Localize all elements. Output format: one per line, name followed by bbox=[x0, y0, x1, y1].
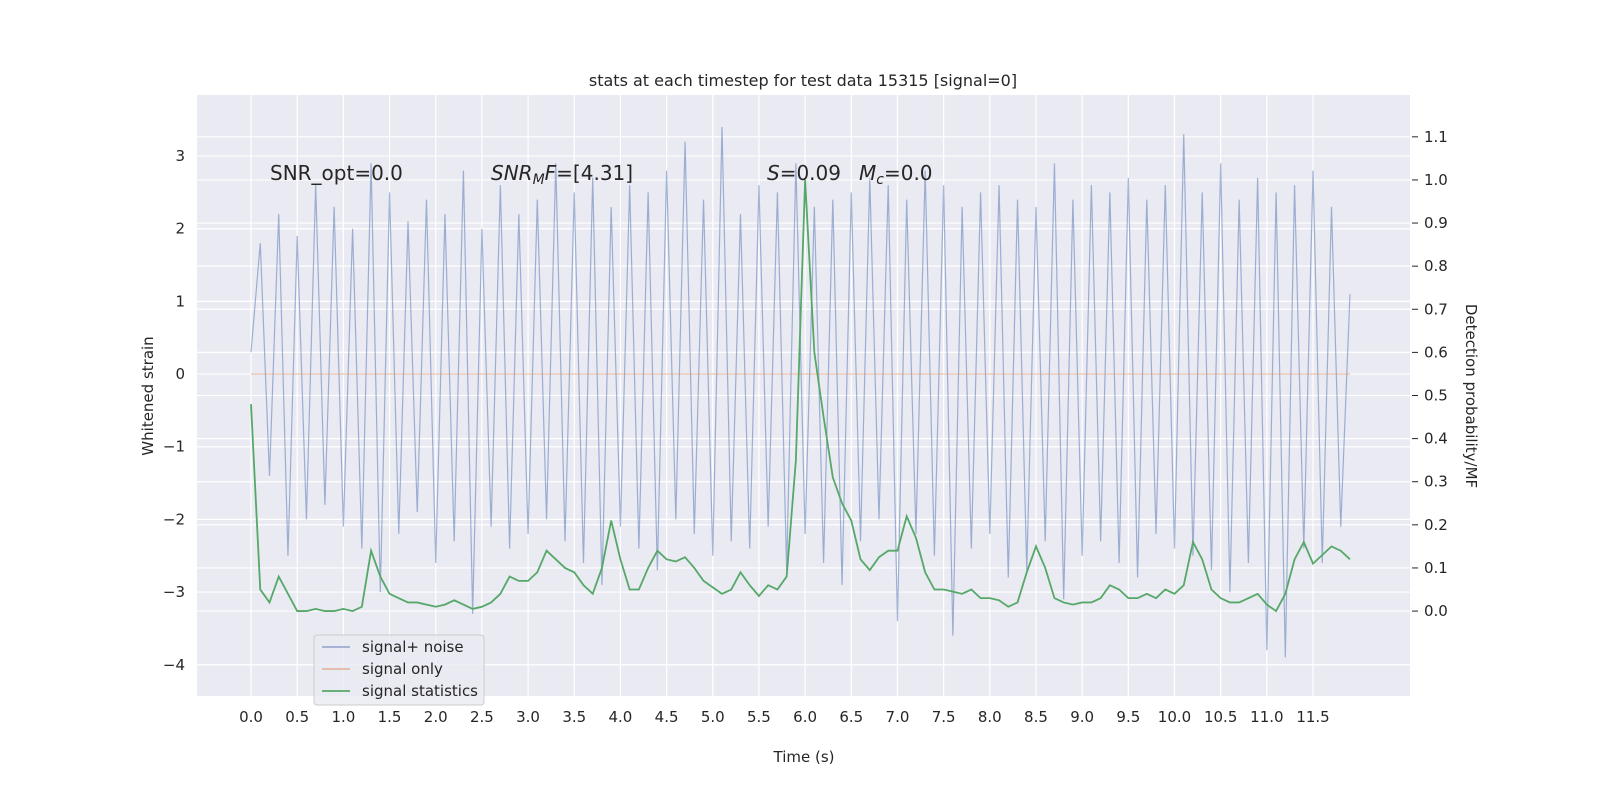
legend-box bbox=[313, 634, 485, 706]
legend-label: signal statistics bbox=[362, 682, 478, 700]
y-tick-label: 2 bbox=[175, 220, 185, 238]
series-line bbox=[250, 179, 1351, 613]
y2-axis-label: Detection probability/MF bbox=[1462, 304, 1480, 488]
y2-tick-label: 0.4 bbox=[1424, 430, 1448, 448]
annotation: SNR_opt=0.0 bbox=[270, 161, 403, 185]
y2-tick-label: 0.7 bbox=[1424, 300, 1448, 318]
y2-tick-label: 0.0 bbox=[1424, 602, 1448, 620]
y-tick-label: −3 bbox=[163, 583, 185, 601]
annotation-part: =0.09 bbox=[780, 161, 841, 185]
y-axis-label: Whitened strain bbox=[139, 336, 157, 455]
x-tick-label: 9.0 bbox=[1070, 708, 1094, 726]
annotation-part: c bbox=[876, 172, 884, 188]
x-tick-label: 11.0 bbox=[1250, 708, 1283, 726]
annotation: S=0.09 bbox=[767, 161, 841, 185]
y2-tick-label: 0.5 bbox=[1424, 387, 1448, 405]
annotation-part: SNR_opt=0.0 bbox=[270, 161, 403, 185]
x-tick-label: 2.0 bbox=[424, 708, 448, 726]
x-tick-label: 1.0 bbox=[331, 708, 355, 726]
y2-tick-label: 0.9 bbox=[1424, 214, 1448, 232]
x-tick-label: 4.5 bbox=[655, 708, 679, 726]
x-tick-label: 1.5 bbox=[378, 708, 402, 726]
y2-tick-label: 0.1 bbox=[1424, 559, 1448, 577]
x-axis-label: Time (s) bbox=[773, 748, 835, 766]
annotation: Mc=0.0 bbox=[859, 161, 933, 188]
x-tick-label: 7.5 bbox=[932, 708, 956, 726]
x-tick-label: 0.0 bbox=[239, 708, 263, 726]
x-tick-label: 10.5 bbox=[1204, 708, 1237, 726]
annotation: SNRMF=[4.31] bbox=[491, 161, 633, 188]
y2-tick-label: 0.2 bbox=[1424, 516, 1448, 534]
x-tick-label: 10.0 bbox=[1158, 708, 1191, 726]
y-tick-label: 0 bbox=[175, 365, 185, 383]
y-tick-label: −1 bbox=[163, 438, 185, 456]
y-tick-label: −2 bbox=[163, 510, 185, 528]
annotation-part: M bbox=[533, 172, 545, 188]
y-tick-label: 3 bbox=[175, 147, 185, 165]
series-line bbox=[250, 126, 1351, 658]
y-tick-label: −4 bbox=[163, 656, 185, 674]
y-tick-label: 1 bbox=[175, 292, 185, 310]
chart-title: stats at each timestep for test data 153… bbox=[589, 71, 1017, 90]
x-tick-label: 7.0 bbox=[886, 708, 910, 726]
y2-tick-label: 1.0 bbox=[1424, 171, 1448, 189]
x-tick-label: 5.0 bbox=[701, 708, 725, 726]
x-tick-label: 2.5 bbox=[470, 708, 494, 726]
x-tick-label: 8.5 bbox=[1024, 708, 1048, 726]
annotation-part: F bbox=[545, 161, 557, 185]
x-tick-label: 5.5 bbox=[747, 708, 771, 726]
x-tick-label: 9.5 bbox=[1116, 708, 1140, 726]
x-tick-label: 0.5 bbox=[285, 708, 309, 726]
x-tick-label: 3.0 bbox=[516, 708, 540, 726]
annotation-part: =0.0 bbox=[884, 161, 933, 185]
annotation-part: S bbox=[767, 161, 780, 185]
x-tick-label: 3.5 bbox=[562, 708, 586, 726]
x-tick-label: 4.0 bbox=[608, 708, 632, 726]
annotation-part: =[4.31] bbox=[556, 161, 633, 185]
y2-tick-label: 0.6 bbox=[1424, 343, 1448, 361]
x-tick-label: 11.5 bbox=[1296, 708, 1329, 726]
annotation-part: M bbox=[859, 161, 876, 185]
annotation-part: SNR bbox=[491, 161, 533, 185]
legend-label: signal+ noise bbox=[362, 638, 464, 656]
y2-tick-label: 1.1 bbox=[1424, 128, 1448, 146]
legend-label: signal only bbox=[362, 660, 443, 678]
y2-tick-label: 0.8 bbox=[1424, 257, 1448, 275]
y2-tick-label: 0.3 bbox=[1424, 473, 1448, 491]
x-tick-label: 6.5 bbox=[839, 708, 863, 726]
x-tick-label: 6.0 bbox=[793, 708, 817, 726]
x-tick-label: 8.0 bbox=[978, 708, 1002, 726]
